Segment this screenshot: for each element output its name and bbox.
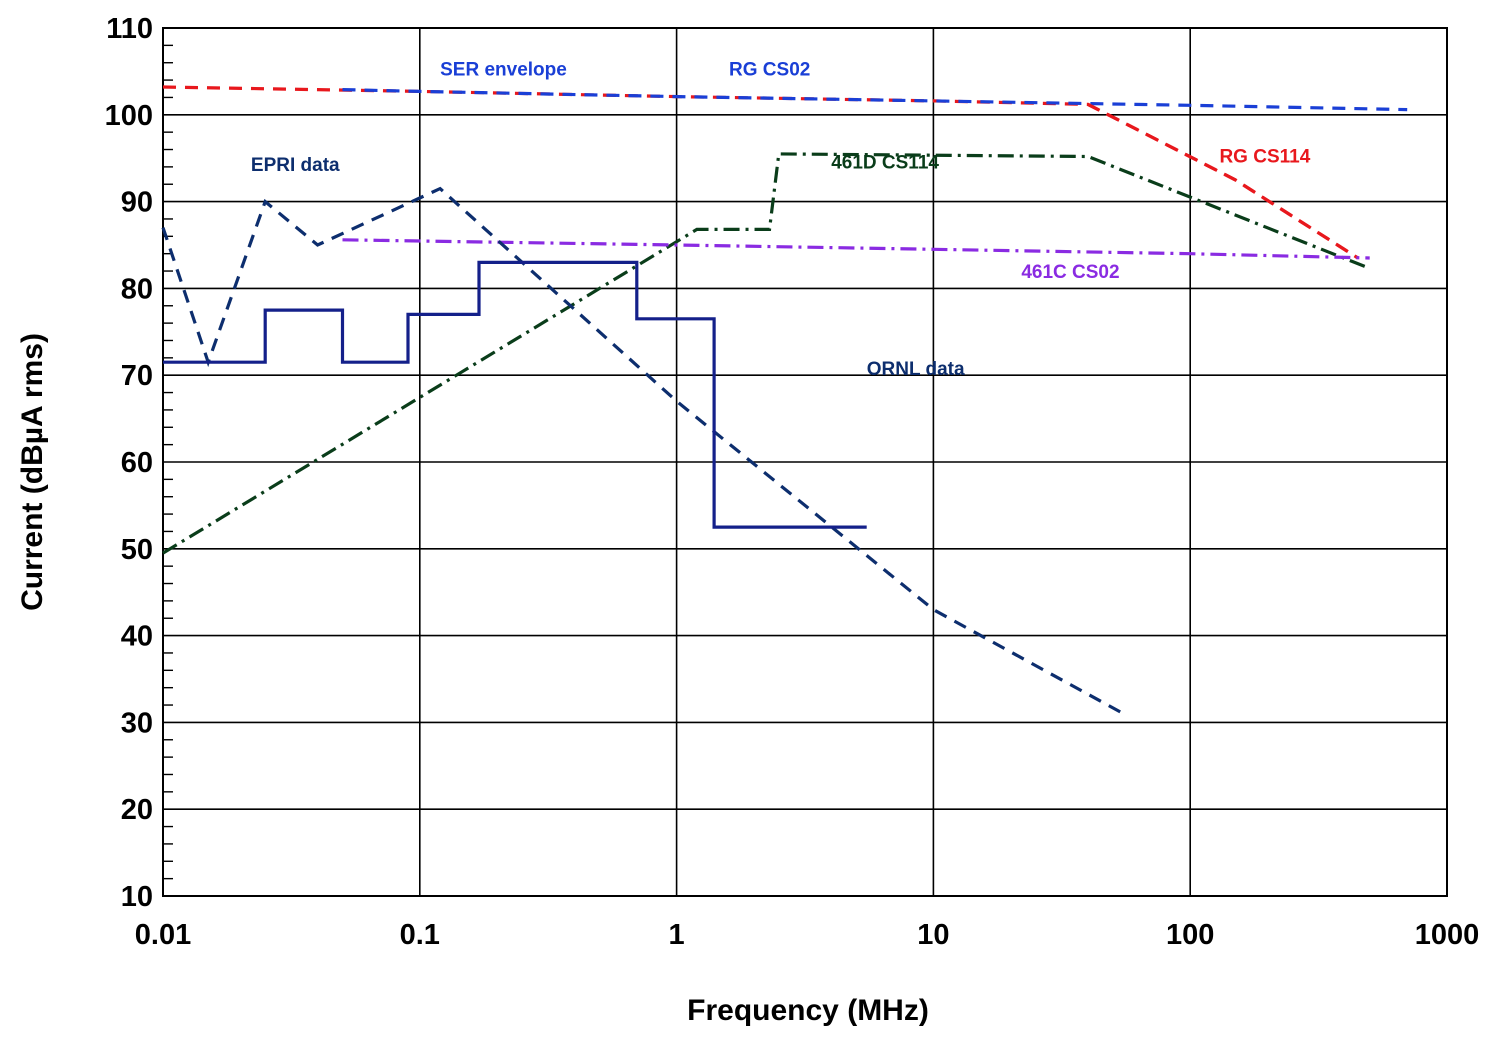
- x-tick-label: 0.1: [400, 919, 440, 951]
- annotation-rg-cs114: RG CS114: [1219, 147, 1310, 168]
- series-461c-cs02: [342, 238, 1370, 260]
- y-tick-label: 20: [121, 794, 153, 826]
- y-tick-label: 50: [121, 534, 153, 566]
- plot-frame: [162, 27, 1448, 897]
- series-rg-cs02: [342, 88, 1408, 112]
- x-tick-label: 1000: [1415, 919, 1480, 951]
- x-axis-title: Frequency (MHz): [687, 994, 929, 1027]
- x-tick-label: 1: [669, 919, 685, 951]
- series-rg-cs114: [1087, 102, 1359, 260]
- annotation-461d-cs114: 461D CS114: [831, 153, 939, 174]
- grid-layer: [162, 27, 1448, 897]
- series-461d-cs114: [162, 152, 1371, 555]
- series-layer: [161, 85, 1408, 716]
- annotation-epri-data: EPRI data: [251, 155, 340, 176]
- y-tick-label: 40: [121, 621, 153, 653]
- y-tick-label: 10: [121, 881, 153, 913]
- y-tick-label: 100: [105, 100, 153, 132]
- y-tick-label: 80: [121, 273, 153, 305]
- y-axis-title: Current (dBµA rms): [16, 333, 49, 611]
- series-ornl-data: [163, 260, 867, 529]
- x-tick-label: 100: [1166, 919, 1214, 951]
- y-tick-label: 30: [121, 707, 153, 739]
- annotation-461c-cs02: 461C CS02: [1021, 262, 1119, 283]
- y-tick-label: 90: [121, 187, 153, 219]
- y-tick-label: 60: [121, 447, 153, 479]
- y-tick-label: 110: [106, 13, 153, 45]
- series-epri-data: [161, 186, 1125, 716]
- annotation-rg-cs02: RG CS02: [729, 60, 810, 81]
- annot-layer: SER envelope RG CS02 EPRI data 461D CS114 RG…: [251, 60, 1311, 380]
- y-tick-label: 70: [121, 360, 153, 392]
- x-tick-label: 0.01: [135, 919, 191, 951]
- annotation-ornl-data: ORNL data: [867, 359, 965, 380]
- annotation-ser-envelope: SER envelope: [440, 60, 567, 81]
- x-tick-label: 10: [917, 919, 949, 951]
